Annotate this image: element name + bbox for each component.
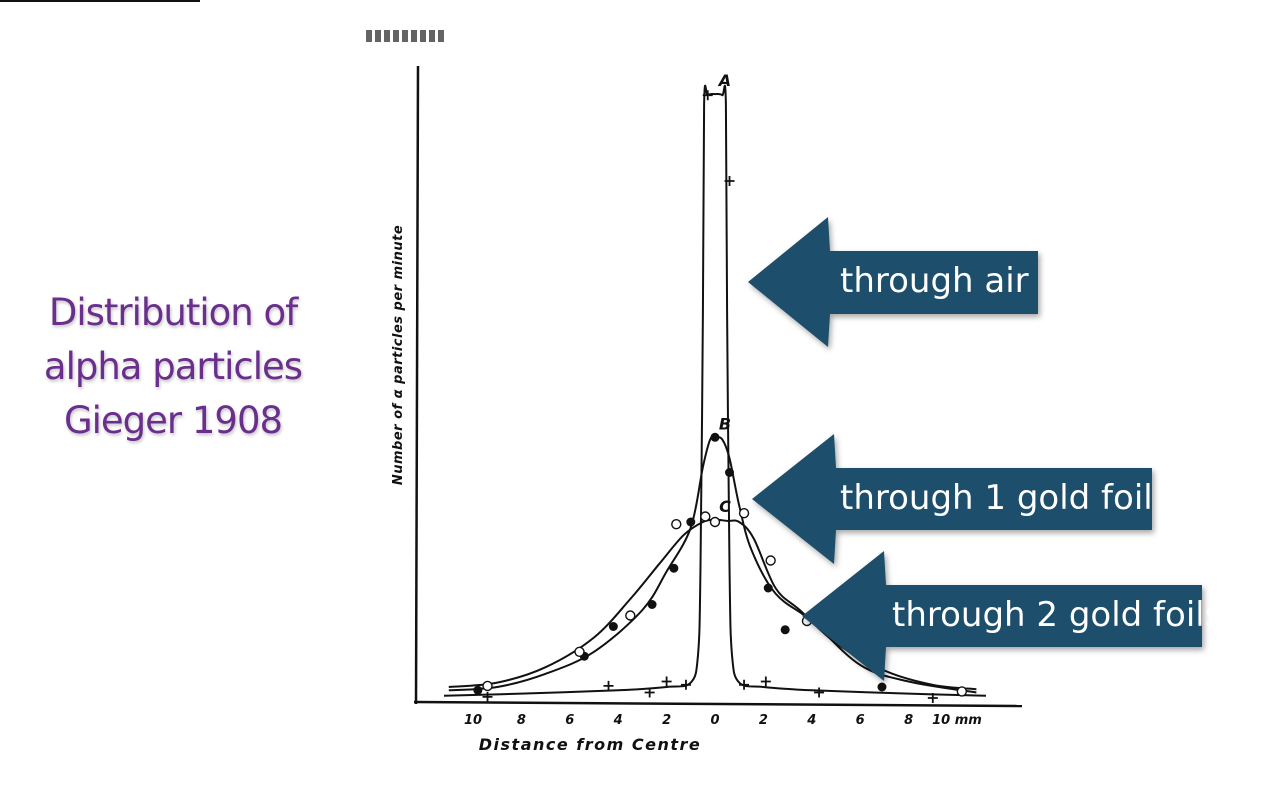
marker-A [702, 90, 713, 101]
chart-axes [413, 65, 1023, 708]
marker-C [956, 686, 968, 697]
marker-B [473, 685, 483, 695]
slide-title-line-1: Distribution of [48, 291, 298, 334]
x-tick-label: 2 [662, 713, 671, 728]
marker-C [625, 610, 636, 621]
marker-A [680, 679, 691, 690]
y-axis-line [414, 65, 420, 705]
x-tick-label: 6 [856, 713, 865, 728]
marker-B [725, 468, 735, 477]
x-tick-label: 10 mm [932, 713, 982, 728]
marker-A [482, 691, 493, 702]
series-label-C: C [719, 497, 731, 516]
x-tick-labels: 10 8 6 4 2 0 2 4 6 8 10 mm [464, 713, 982, 728]
callout-arrow-shape [748, 217, 1038, 347]
marker-A [739, 679, 750, 690]
y-axis-label: Number of α particles per minute [391, 225, 406, 485]
marker-C [709, 516, 721, 528]
marker-B [608, 622, 618, 631]
marker-A [927, 693, 938, 703]
top-rule [0, 0, 200, 2]
x-tick-label: 8 [904, 713, 913, 728]
marker-C [700, 511, 711, 522]
cropped-text-fragment [366, 30, 446, 42]
marker-A [814, 687, 825, 698]
slide-title-line-3: Gieger 1908 [63, 399, 283, 442]
series-label-A: A [717, 71, 731, 90]
marker-C [671, 519, 682, 530]
callout-label: through 2 gold foils [892, 595, 1223, 635]
series-label-B: B [719, 414, 731, 433]
marker-B [763, 583, 773, 593]
marker-A [661, 676, 672, 687]
marker-A [724, 176, 735, 186]
callout-arrow-shape [802, 551, 1202, 681]
data-markers [473, 90, 968, 703]
x-tick-label: 4 [806, 713, 816, 728]
slide-title-line-2: alpha particles [43, 345, 303, 388]
x-tick-label: 8 [517, 713, 526, 728]
marker-B [877, 682, 887, 692]
marker-B [710, 432, 720, 442]
callout-label: through air [840, 261, 1029, 301]
x-tick-label: 6 [565, 713, 574, 728]
marker-A [760, 676, 771, 687]
callout-label: through 1 gold foil [840, 478, 1153, 518]
x-tick-label: 4 [613, 713, 623, 728]
marker-C [765, 555, 776, 566]
x-axis-label: Distance from Centre [479, 735, 702, 754]
marker-C [482, 680, 493, 692]
x-tick-label: 10 [464, 713, 482, 728]
callout-arrow-shape [752, 434, 1152, 564]
marker-B [669, 563, 679, 573]
slide-title: Distribution of alpha particles Gieger 1… [28, 286, 318, 448]
x-axis-line [413, 700, 1023, 708]
marker-C [738, 508, 750, 519]
marker-B [780, 625, 790, 635]
marker-A [644, 687, 655, 698]
marker-B [686, 517, 696, 527]
series-labels: A B C [717, 71, 731, 516]
x-tick-label: 0 [710, 713, 719, 728]
x-tick-label: 2 [759, 713, 768, 728]
marker-C [574, 646, 585, 657]
marker-A [603, 680, 614, 691]
marker-B [647, 600, 657, 609]
